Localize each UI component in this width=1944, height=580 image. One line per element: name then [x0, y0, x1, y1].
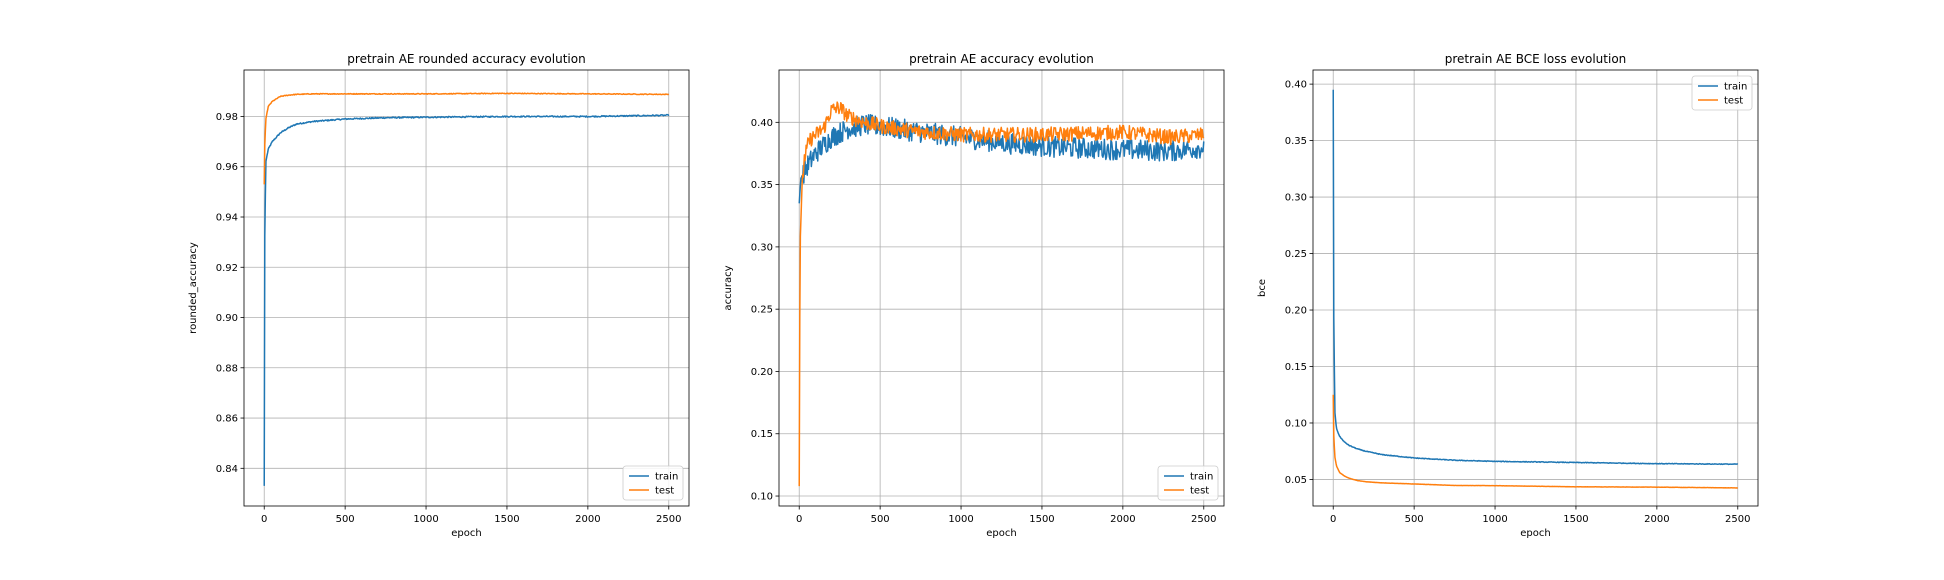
- legend-label-test: test: [655, 486, 674, 497]
- x-tick-label: 1500: [494, 514, 519, 525]
- series-line-train: [1332, 89, 1739, 466]
- legend-label-test: test: [1190, 486, 1209, 497]
- x-axis-label: epoch: [986, 528, 1016, 539]
- chart-3: 0 500 1000 1500 2000 2500 0.05 0.10 0.15 0.20 0.25…: [1257, 52, 1759, 539]
- y-tick-label: 0.25: [1285, 249, 1307, 260]
- y-tick-label: 0.30: [751, 242, 773, 253]
- x-tick-label: 500: [336, 514, 355, 525]
- legend-label-train: train: [655, 472, 678, 483]
- x-tick-label: 2000: [1110, 514, 1135, 525]
- x-tick-label: 2500: [656, 514, 681, 525]
- chart-title: pretrain AE BCE loss evolution: [1445, 52, 1627, 66]
- legend-label-train: train: [1724, 82, 1747, 93]
- x-tick-label: 0: [1330, 514, 1336, 525]
- y-tick-label: 0.35: [1285, 136, 1307, 147]
- x-tick-label: 500: [871, 514, 890, 525]
- series-line-test: [263, 92, 670, 185]
- legend: train test: [1157, 465, 1219, 501]
- plot-frame: [778, 69, 1225, 507]
- x-tick-label: 1000: [413, 514, 438, 525]
- y-tick-label: 0.40: [751, 118, 773, 129]
- x-tick-label: 1000: [948, 514, 973, 525]
- plot-frame: [243, 69, 690, 507]
- y-tick-label: 0.86: [216, 414, 238, 425]
- x-axis-label: epoch: [1520, 528, 1550, 539]
- legend-label-test: test: [1724, 96, 1743, 107]
- y-tick-label: 0.35: [751, 180, 773, 191]
- x-tick-label: 0: [796, 514, 802, 525]
- x-tick-label: 1500: [1029, 514, 1054, 525]
- chart-title: pretrain AE accuracy evolution: [909, 52, 1094, 66]
- y-tick-label: 0.98: [216, 112, 238, 123]
- legend: train test: [622, 465, 684, 501]
- legend-box: [1157, 465, 1219, 501]
- y-tick-label: 0.90: [216, 313, 238, 324]
- y-tick-label: 0.88: [216, 363, 238, 374]
- y-tick-label: 0.05: [1285, 475, 1307, 486]
- x-tick-label: 2500: [1725, 514, 1750, 525]
- x-axis-label: epoch: [451, 528, 481, 539]
- chart-title: pretrain AE rounded accuracy evolution: [347, 52, 585, 66]
- legend-box: [622, 465, 684, 501]
- y-tick-label: 0.15: [751, 429, 773, 440]
- y-tick-label: 0.94: [216, 213, 238, 224]
- x-tick-label: 0: [261, 514, 267, 525]
- y-axis-label: accuracy: [723, 265, 734, 310]
- legend: train test: [1691, 75, 1753, 111]
- x-tick-label: 2000: [575, 514, 600, 525]
- y-tick-label: 0.30: [1285, 193, 1307, 204]
- series-line-test: [798, 101, 1205, 487]
- y-tick-label: 0.20: [751, 367, 773, 378]
- y-tick-label: 0.25: [751, 305, 773, 316]
- plot-frame: [1312, 69, 1759, 507]
- x-tick-label: 1000: [1482, 514, 1507, 525]
- legend-box: [1691, 75, 1753, 111]
- chart-2: 0 500 1000 1500 2000 2500 0.10 0.15 0.20 0.25 0.30…: [723, 52, 1225, 539]
- x-tick-label: 2500: [1191, 514, 1216, 525]
- y-tick-label: 0.40: [1285, 80, 1307, 91]
- series-line-train: [263, 113, 670, 486]
- y-tick-label: 0.96: [216, 162, 238, 173]
- y-tick-label: 0.15: [1285, 362, 1307, 373]
- x-tick-label: 1500: [1563, 514, 1588, 525]
- legend-label-train: train: [1190, 472, 1213, 483]
- x-tick-label: 500: [1405, 514, 1424, 525]
- y-axis-label: rounded_accuracy: [188, 242, 199, 334]
- y-tick-label: 0.92: [216, 263, 238, 274]
- y-axis-label: bce: [1257, 279, 1268, 297]
- x-tick-label: 2000: [1644, 514, 1669, 525]
- y-tick-label: 0.20: [1285, 306, 1307, 317]
- chart-1: 0 500 1000 1500 2000 2500 0.84 0.86 0.88 0.90 0.92…: [188, 52, 690, 539]
- y-tick-label: 0.10: [1285, 418, 1307, 429]
- series-line-test: [1332, 394, 1738, 489]
- y-tick-label: 0.84: [216, 464, 238, 475]
- y-tick-label: 0.10: [751, 492, 773, 503]
